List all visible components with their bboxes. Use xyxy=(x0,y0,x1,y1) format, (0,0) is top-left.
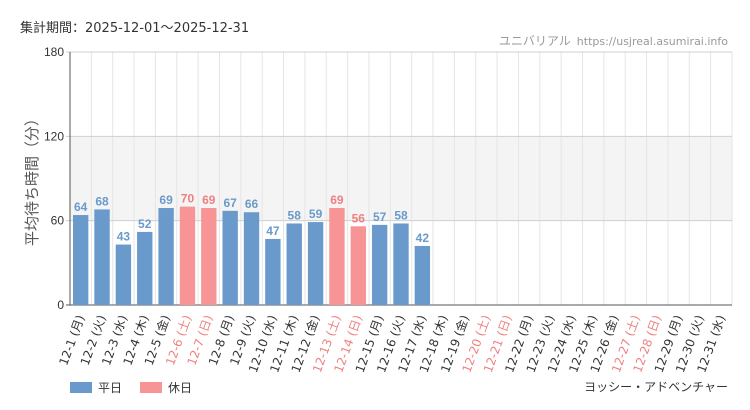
site-name: ユニバリアル xyxy=(498,34,571,48)
bar-12-17 (水) xyxy=(414,245,431,305)
collection-period: 集計期間：2025-12-01～2025-12-31 xyxy=(20,21,250,36)
value-label: 58 xyxy=(288,208,302,222)
bar-12-5 (金) xyxy=(158,208,174,305)
bar-12-15 (月) xyxy=(371,224,388,305)
bar-12-14 (日) xyxy=(350,226,366,305)
bar-12-3 (水) xyxy=(115,244,132,305)
attraction-name: ヨッシー・アドベンチャー xyxy=(584,380,728,394)
value-label: 70 xyxy=(181,192,195,206)
legend-swatch-weekday xyxy=(70,382,92,393)
value-label: 69 xyxy=(202,193,216,207)
value-label: 47 xyxy=(266,224,280,238)
site-url[interactable]: https://usjreal.asumirai.info xyxy=(576,35,728,48)
y-axis-title: 平均待ち時間（分） xyxy=(23,111,41,246)
value-label: 42 xyxy=(416,231,430,245)
value-label: 57 xyxy=(373,210,387,224)
value-label: 67 xyxy=(223,196,237,210)
value-label: 58 xyxy=(394,208,408,222)
bar-12-4 (木) xyxy=(137,231,153,305)
legend-label-holiday: 休日 xyxy=(168,381,193,395)
bar-12-10 (水) xyxy=(265,238,281,305)
bar-12-9 (火) xyxy=(243,212,260,305)
value-label: 59 xyxy=(309,207,323,221)
bar-12-7 (日) xyxy=(201,208,217,305)
band-60-120 xyxy=(70,136,732,221)
legend: 平日 休日 xyxy=(70,379,210,396)
bar-12-1 (月) xyxy=(72,215,89,305)
value-label: 43 xyxy=(117,230,131,244)
legend-label-weekday: 平日 xyxy=(98,381,123,395)
value-label: 64 xyxy=(74,200,88,214)
bar-12-16 (火) xyxy=(393,223,409,305)
bar-12-13 (土) xyxy=(329,208,345,305)
site-credit: ユニバリアル https://usjreal.asumirai.info xyxy=(499,32,728,49)
value-label: 56 xyxy=(352,211,366,225)
value-label: 66 xyxy=(245,197,259,211)
y-tick-label: 180 xyxy=(44,45,64,59)
value-label: 52 xyxy=(138,217,152,231)
legend-item-weekday: 平日 xyxy=(70,379,122,396)
value-label: 69 xyxy=(159,193,173,207)
bar-12-8 (月) xyxy=(222,210,238,305)
y-tick-label: 120 xyxy=(44,129,64,143)
legend-item-holiday: 休日 xyxy=(140,379,192,396)
bar-12-12 (金) xyxy=(307,222,324,305)
value-label: 69 xyxy=(330,193,344,207)
bar-12-2 (火) xyxy=(94,209,110,305)
y-tick-label: 60 xyxy=(51,214,65,228)
legend-swatch-holiday xyxy=(140,382,163,393)
value-label: 68 xyxy=(95,194,109,208)
y-tick-label: 0 xyxy=(57,298,64,312)
bar-12-11 (木) xyxy=(286,223,302,305)
bar-12-6 (土) xyxy=(179,206,196,305)
